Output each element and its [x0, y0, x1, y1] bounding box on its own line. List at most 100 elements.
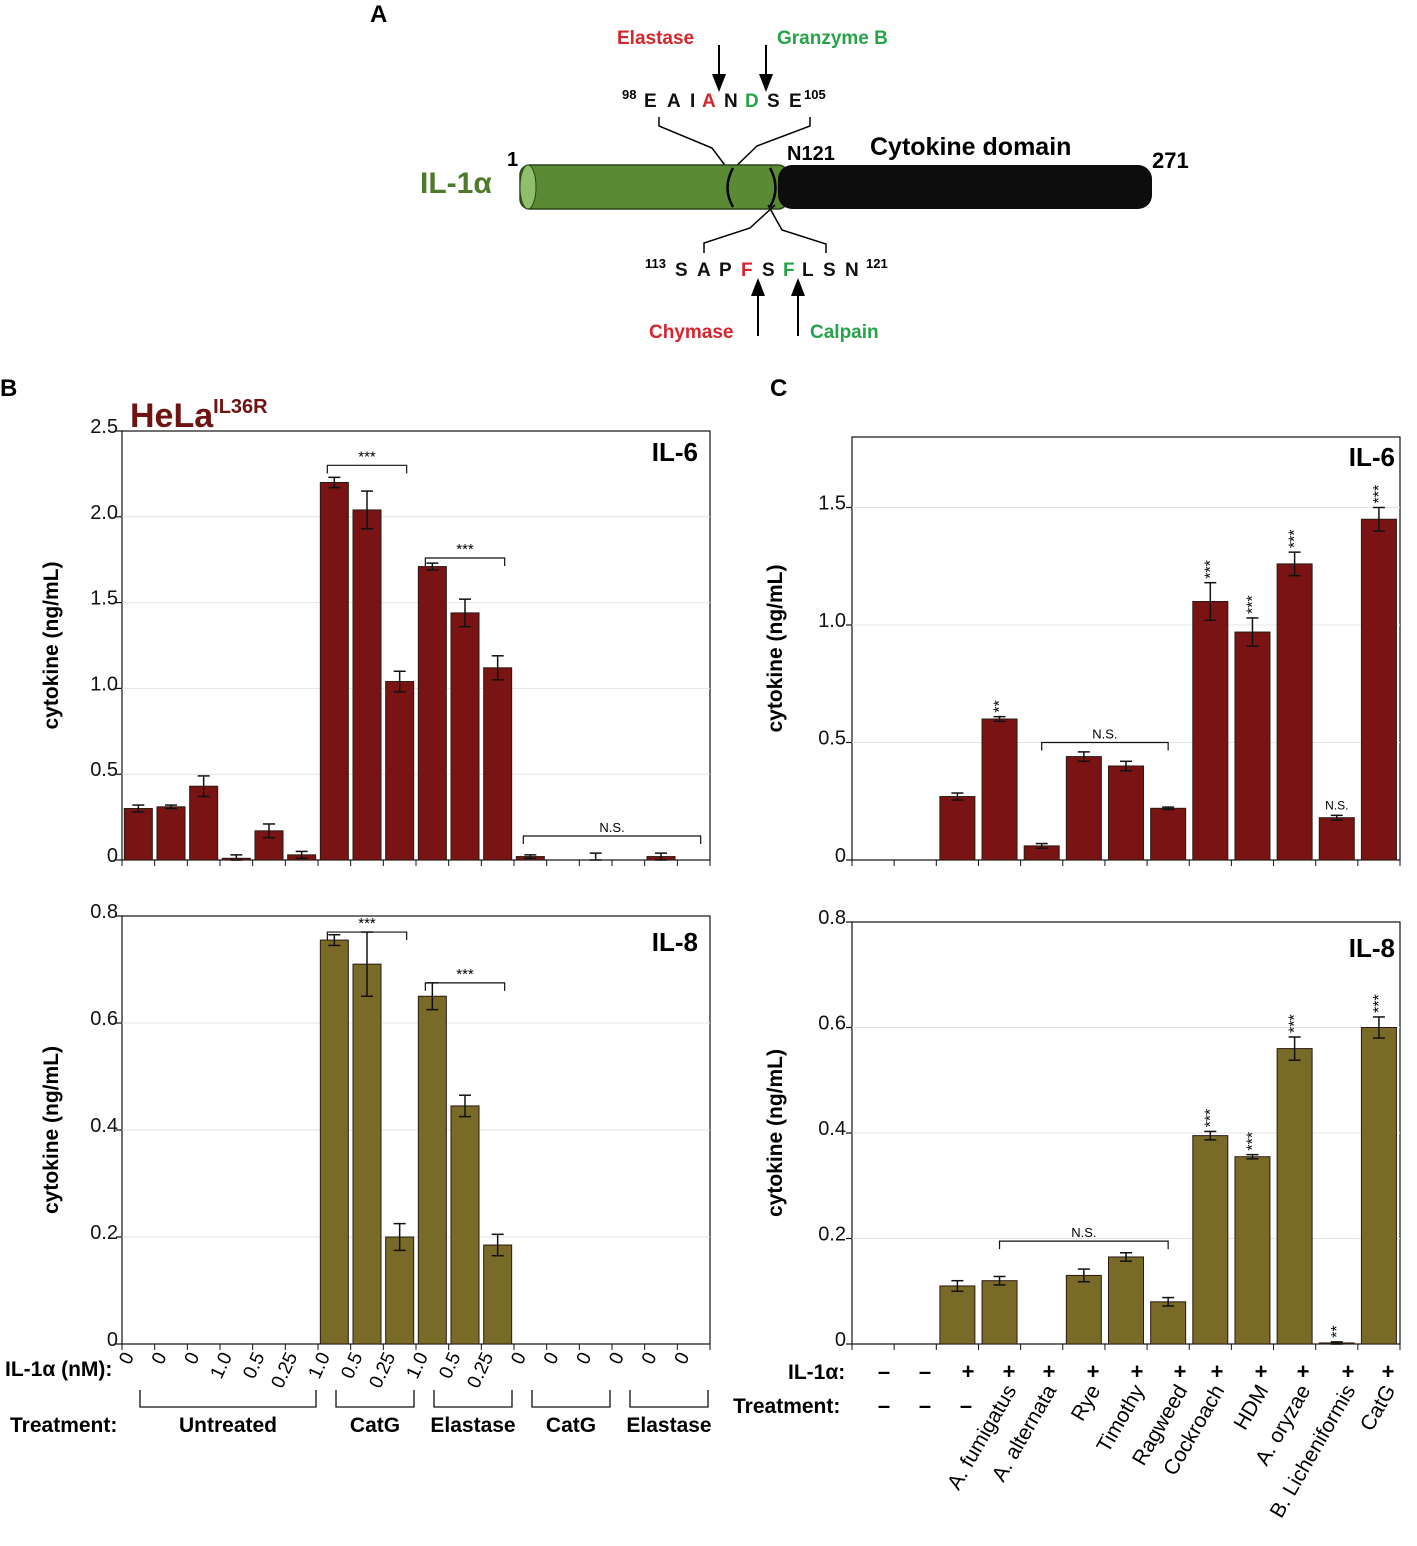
- x-tick-label: 1.0: [403, 1349, 433, 1382]
- x-tick-label: 0: [671, 1349, 695, 1367]
- bar: [385, 681, 415, 861]
- protease-label-elastase: Elastase: [617, 28, 694, 49]
- protease-label-granzyme-b: Granzyme B: [777, 28, 888, 49]
- y-tick-label: 0: [107, 845, 118, 867]
- x-tick-label: 0: [181, 1349, 205, 1367]
- significance-label: ***: [456, 966, 474, 983]
- significance-label: ***: [358, 448, 376, 465]
- treatment-label: HDM: [1229, 1381, 1273, 1434]
- significance-label: N.S.: [1092, 727, 1117, 742]
- y-tick-label: 1.0: [818, 610, 846, 632]
- treatment-label: CatG: [1356, 1381, 1400, 1435]
- significance-stars: **: [1329, 1325, 1346, 1337]
- y-tick-label: 0.8: [90, 901, 118, 923]
- y-tick-label: 0.5: [90, 759, 118, 781]
- sequence-end-number: 121: [866, 256, 888, 271]
- bar: [189, 785, 219, 861]
- connector-line: [727, 117, 811, 175]
- x-tick-label: 0.5: [435, 1349, 465, 1382]
- cleavage-arrowhead-elastase: [712, 74, 726, 92]
- bar: [417, 995, 447, 1345]
- y-tick-label: 0.2: [818, 1224, 846, 1246]
- x-axis-labels-b: 0 0 0 1.0 0.50.25 1.0 0.50.25 1.0 0.50.25 0 0 0 0 0 0: [115, 1349, 694, 1391]
- il1a-row-label: IL-1α:: [788, 1361, 845, 1384]
- x-tick-label: 0: [605, 1349, 629, 1367]
- x-tick-label: 0.25: [268, 1349, 303, 1391]
- significance-bracket: [424, 557, 506, 566]
- residue: P: [719, 260, 732, 281]
- significance-bracket: [522, 835, 702, 844]
- residue: L: [802, 260, 814, 281]
- connector-line: [658, 117, 731, 173]
- significance-stars: ***: [1202, 1109, 1219, 1128]
- group-label: CatG: [546, 1414, 596, 1437]
- y-tick-label: 1.0: [90, 673, 118, 695]
- significance-label: N.S.: [1071, 1225, 1096, 1240]
- x-tick-label: 0.25: [464, 1349, 499, 1391]
- bar: [319, 481, 349, 861]
- significance-bracket: [326, 464, 408, 474]
- il1a-sign: –: [919, 1359, 931, 1384]
- significance-stars: ***: [1244, 595, 1261, 614]
- group-label: CatG: [350, 1414, 400, 1437]
- x-tick-label: 1.0: [207, 1349, 237, 1382]
- residue-cleaved-elastase: A: [702, 91, 716, 112]
- y-tick-label: 0.4: [90, 1115, 118, 1137]
- treatment-dash: –: [960, 1393, 972, 1418]
- y-tick-label: 0.2: [90, 1222, 118, 1244]
- significance-stars: ***: [1287, 1014, 1304, 1033]
- y-tick-label: 1.5: [818, 493, 846, 515]
- treatment-row-label: Treatment:: [10, 1414, 117, 1437]
- bar: [1150, 807, 1187, 861]
- bar: [417, 566, 447, 861]
- treatment-dash: –: [878, 1393, 890, 1418]
- x-tick-label: 1.0: [305, 1349, 335, 1382]
- cell-line-name: HeLa: [130, 397, 214, 435]
- il1a-row-label: IL-1α (nM):: [5, 1358, 112, 1381]
- group-bracket: [433, 1390, 513, 1408]
- bar: [385, 1236, 415, 1345]
- residue: N: [724, 91, 738, 112]
- y-axis-label: cytokine (ng/mL): [764, 1049, 787, 1217]
- cleavage-arrowhead-calpain: [791, 278, 805, 296]
- il1a-sign: +: [1211, 1359, 1224, 1384]
- x-tick-label: 0: [638, 1349, 662, 1367]
- x-tick-label: 0: [115, 1349, 139, 1367]
- chart-title: IL-6: [1349, 442, 1395, 472]
- residue-cleaved-calpain: F: [783, 260, 795, 281]
- protease-label-calpain: Calpain: [810, 322, 879, 343]
- bar: [939, 796, 976, 861]
- sequence-end-number: 105: [804, 87, 826, 102]
- bar-end-cap: [519, 164, 537, 210]
- sequence-start-number: 113: [645, 256, 666, 271]
- significance-label: N.S.: [599, 820, 624, 835]
- bar: [1192, 1135, 1229, 1345]
- cytokine-domain-label: Cytokine domain: [870, 133, 1071, 161]
- connector-line: [703, 204, 776, 253]
- cleavage-arrowhead-chymase: [751, 278, 765, 296]
- il1a-sign: +: [1382, 1359, 1395, 1384]
- residue: A: [697, 260, 711, 281]
- bar: [1065, 1274, 1102, 1345]
- bar: [1234, 1156, 1271, 1345]
- residue: A: [667, 91, 681, 112]
- bar: [483, 1244, 513, 1345]
- significance-stars: **: [992, 700, 1009, 712]
- protease-label-chymase: Chymase: [649, 322, 734, 343]
- residue: E: [789, 91, 802, 112]
- chart-b-il6: 0 0.5 1.0 1.5 2.0 2.5 cytokine (ng/mL) IL-6 *** *…: [40, 416, 711, 867]
- panel-letter-c: C: [770, 375, 787, 402]
- group-bracket: [629, 1390, 709, 1408]
- significance-bracket: [326, 931, 408, 941]
- chart-b-il8: 0 0.2 0.4 0.6 0.8 cytokine (ng/mL) IL-8 *** ***: [40, 901, 711, 1351]
- residue: E: [644, 91, 657, 112]
- bar: [1318, 817, 1355, 861]
- significance-stars: ***: [1202, 560, 1219, 579]
- bar: [352, 509, 382, 861]
- panel-letter-a: A: [370, 1, 387, 28]
- bar: [1276, 1048, 1313, 1345]
